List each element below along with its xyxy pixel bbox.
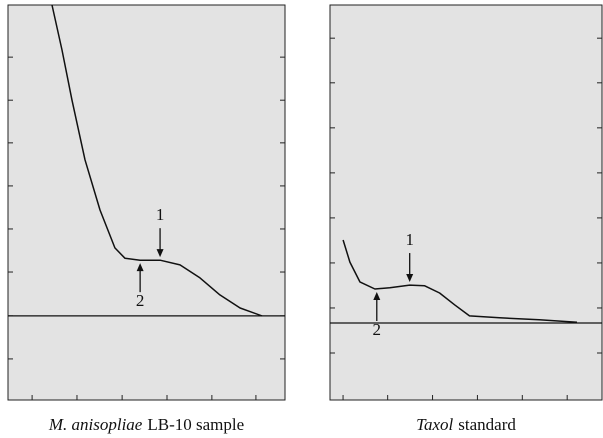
caption-rest: LB-10 sample [147, 415, 244, 434]
caption-rest: standard [458, 415, 516, 434]
annotation-label: 2 [136, 291, 145, 310]
arrow-head [156, 249, 164, 258]
spectrum-line [342, 239, 578, 323]
annotation-label: 2 [373, 320, 382, 339]
panel-caption: M. anisopliae LB-10 sample [48, 415, 244, 434]
plot-area [329, 4, 603, 401]
panel: 1 2 M. anisopliae LB-10 sample [7, 4, 286, 434]
panel: 1 2 Taxol standard [329, 4, 603, 434]
caption-italic: Taxol [416, 415, 453, 434]
annotation-label: 1 [405, 230, 414, 249]
annotation-label: 1 [156, 205, 165, 224]
caption-italic: M. anisopliae [48, 415, 143, 434]
arrow-head [373, 292, 381, 301]
plot-area [7, 4, 286, 401]
arrow-head [136, 263, 144, 272]
arrow-head [406, 274, 414, 283]
panel-caption: Taxol standard [416, 415, 516, 434]
spectrum-line [51, 4, 263, 317]
